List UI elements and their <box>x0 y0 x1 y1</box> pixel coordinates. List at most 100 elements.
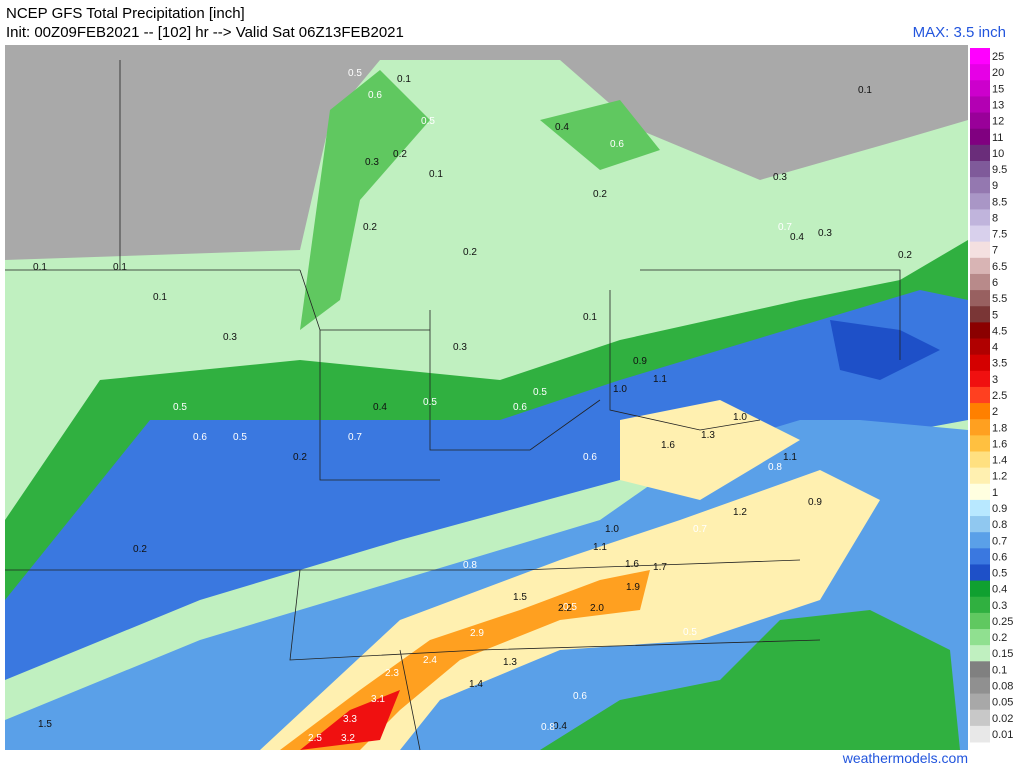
colorbar-label: 15 <box>992 83 1004 95</box>
value-label: 1.1 <box>593 542 607 553</box>
colorbar-label: 7.5 <box>992 229 1007 241</box>
value-label: 1.0 <box>733 412 747 423</box>
colorbar-label: 0.02 <box>992 713 1013 725</box>
colorbar-label: 3 <box>992 374 998 386</box>
value-label: 0.2 <box>393 149 407 160</box>
colorbar-label: 0.8 <box>992 519 1007 531</box>
colorbar-label: 0.3 <box>992 600 1007 612</box>
colorbar-swatch <box>970 661 990 678</box>
colorbar-swatch <box>970 612 990 630</box>
colorbar-label: 1 <box>992 487 998 499</box>
value-label: 0.6 <box>193 432 207 443</box>
colorbar-label: 5.5 <box>992 293 1007 305</box>
colorbar-swatch <box>970 483 990 501</box>
value-label: 2.0 <box>590 603 604 614</box>
value-labels: 0.5 0.1 0.6 0.5 0.3 0.2 0.6 0.4 0.1 0.2 0.3 0.1 0.2 0… <box>33 68 912 744</box>
colorbar-swatch <box>970 419 990 436</box>
colorbar-swatch <box>970 306 990 323</box>
colorbar-label: 0.05 <box>992 697 1013 709</box>
title: NCEP GFS Total Precipitation [inch] <box>6 5 245 22</box>
value-label: 0.6 <box>573 691 587 702</box>
value-label: 0.5 <box>563 602 577 613</box>
value-label: 2.4 <box>423 655 437 666</box>
value-label: 2.9 <box>470 628 484 639</box>
value-label: 0.8 <box>541 722 555 733</box>
colorbar-label: 0.1 <box>992 664 1007 676</box>
value-label: 0.1 <box>153 292 167 303</box>
colorbar-swatch <box>970 370 990 388</box>
colorbar-label: 1.2 <box>992 471 1007 483</box>
colorbar-swatch <box>970 128 990 146</box>
value-label: 1.6 <box>625 559 639 570</box>
value-label: 1.6 <box>661 440 675 451</box>
value-label: 0.6 <box>513 402 527 413</box>
colorbar-swatch <box>970 273 990 291</box>
value-label: 0.5 <box>423 397 437 408</box>
colorbar-label: 0.15 <box>992 648 1013 660</box>
colorbar-label: 0.25 <box>992 616 1013 628</box>
colorbar-label: 2.5 <box>992 390 1007 402</box>
colorbar-swatch <box>970 564 990 582</box>
colorbar-swatch <box>970 548 990 565</box>
colorbar-label: 8 <box>992 212 998 224</box>
colorbar-swatch <box>970 144 990 162</box>
colorbar-label: 4.5 <box>992 325 1007 337</box>
value-label: 0.6 <box>610 139 624 150</box>
colorbar-label: 4 <box>992 342 998 354</box>
colorbar-label: 3.5 <box>992 358 1007 370</box>
colorbar-label: 9.5 <box>992 164 1007 176</box>
colorbar-label: 11 <box>992 132 1003 144</box>
value-label: 0.4 <box>553 721 567 732</box>
colorbar-swatch <box>970 64 990 81</box>
value-label: 0.6 <box>368 90 382 101</box>
value-label: 0.5 <box>233 432 247 443</box>
credit: weathermodels.com <box>842 750 968 766</box>
colorbar-swatch <box>970 241 990 259</box>
colorbar-label: 5 <box>992 309 998 321</box>
value-label: 0.3 <box>223 332 237 343</box>
value-label: 1.0 <box>605 524 619 535</box>
value-label: 0.3 <box>818 228 832 239</box>
value-label: 0.9 <box>808 497 822 508</box>
value-label: 0.1 <box>33 262 47 273</box>
colorbar-label: 2 <box>992 406 998 418</box>
colorbar-label: 8.5 <box>992 196 1007 208</box>
colorbar-swatch <box>970 322 990 340</box>
colorbar-swatch <box>970 80 990 97</box>
value-label: 0.4 <box>555 122 569 133</box>
value-label: 0.8 <box>768 462 782 473</box>
colorbar-swatch <box>970 96 990 114</box>
value-label: 1.1 <box>783 452 797 463</box>
value-label: 0.6 <box>583 452 597 463</box>
colorbar-swatch <box>970 629 990 646</box>
value-label: 2.2 <box>558 603 572 614</box>
value-label: 0.9 <box>633 356 647 367</box>
value-label: 0.5 <box>533 387 547 398</box>
colorbar-label: 1.4 <box>992 455 1007 467</box>
subtitle: Init: 00Z09FEB2021 -- [102] hr --> Valid… <box>6 24 404 41</box>
colorbar-label: 1.8 <box>992 422 1007 434</box>
value-label: 0.5 <box>348 68 362 79</box>
colorbar-label: 1.6 <box>992 438 1007 450</box>
value-label: 0.4 <box>373 402 387 413</box>
colorbar-swatch <box>970 709 990 727</box>
value-label: 2.5 <box>308 733 322 744</box>
value-label: 1.5 <box>38 719 52 730</box>
value-label: 1.4 <box>469 679 483 690</box>
colorbar-label: 7 <box>992 245 998 257</box>
value-label: 1.7 <box>653 562 667 573</box>
colorbar-label: 20 <box>992 67 1004 79</box>
colorbar-label: 0.08 <box>992 681 1013 693</box>
value-label: 0.2 <box>898 250 912 261</box>
value-label: 0.7 <box>348 432 362 443</box>
value-label: 0.2 <box>363 222 377 233</box>
colorbar-swatch <box>970 645 990 662</box>
colorbar-swatch <box>970 290 990 307</box>
colorbar-swatch <box>970 354 990 372</box>
colorbar-label: 6 <box>992 277 998 289</box>
colorbar-swatch <box>970 499 990 517</box>
value-label: 1.0 <box>613 384 627 395</box>
colorbar-swatch <box>970 338 990 356</box>
